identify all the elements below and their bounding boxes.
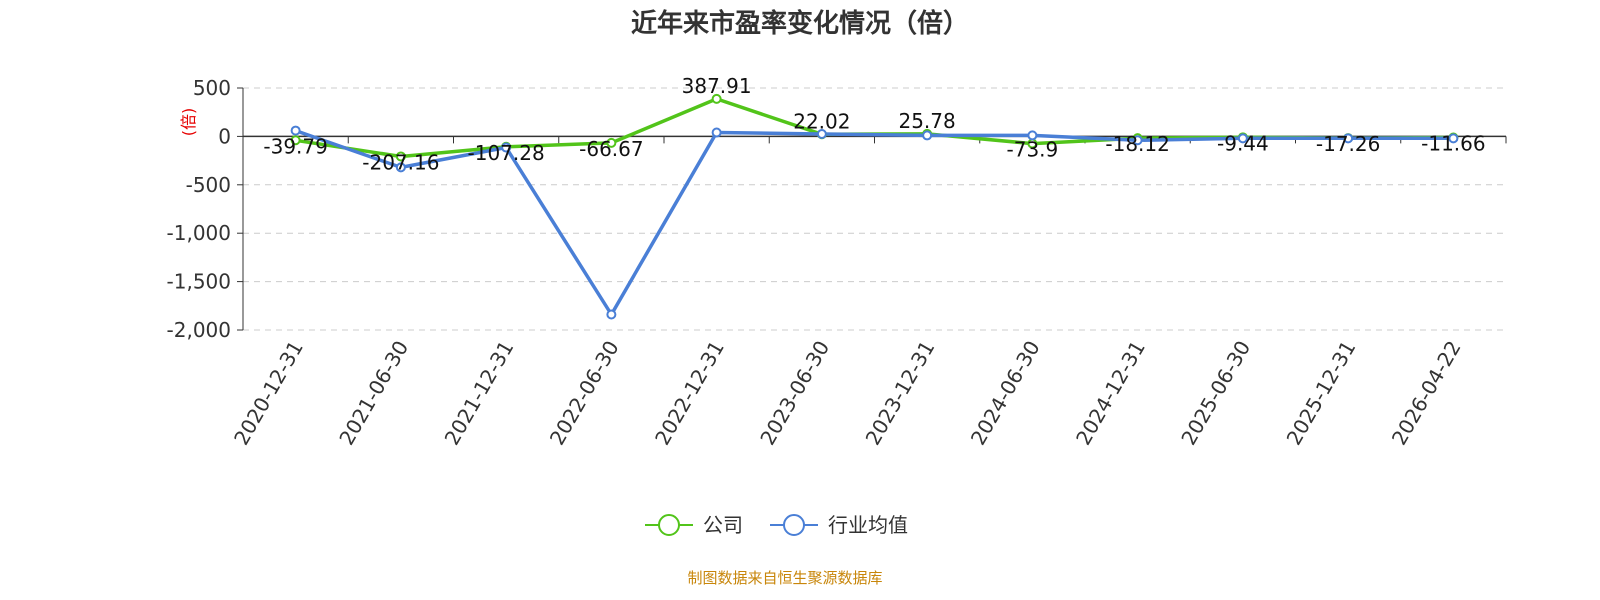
data-point-1 — [1027, 130, 1038, 141]
data-point-0 — [290, 135, 301, 146]
legend-label: 公司 — [703, 513, 743, 537]
data-point-1 — [606, 309, 617, 320]
series-points — [290, 93, 1459, 320]
x-tick-label: 2021-12-31 — [440, 337, 519, 450]
data-point-0 — [711, 93, 722, 104]
x-tick-label: 2023-06-30 — [755, 337, 834, 450]
data-point-1 — [922, 130, 933, 141]
y-axis-unit: (倍) — [179, 108, 198, 137]
x-tick-label: 2024-12-31 — [1071, 337, 1150, 450]
data-label: 25.78 — [898, 109, 955, 133]
data-point-1 — [290, 125, 301, 136]
x-tick-labels: 2020-12-31 2021-06-30 2021-12-31 2022-06-30… — [229, 337, 1466, 450]
axes — [237, 87, 1507, 331]
data-label: -9.44 — [1217, 131, 1269, 155]
x-tick-label: 2022-06-30 — [545, 337, 624, 450]
x-tick-label: 2020-12-31 — [229, 337, 308, 450]
data-point-1 — [711, 127, 722, 138]
x-tick-label: 2022-12-31 — [650, 337, 729, 450]
x-tick-label: 2025-12-31 — [1282, 337, 1361, 450]
data-point-1 — [1343, 133, 1354, 144]
data-label: 387.91 — [682, 74, 752, 98]
x-tick-label: 2023-12-31 — [861, 337, 940, 450]
x-tick-label: 2026-04-22 — [1387, 337, 1466, 450]
data-label: -39.79 — [263, 134, 327, 158]
source-note: 制图数据来自恒生聚源数据库 — [687, 569, 882, 587]
data-point-0 — [395, 151, 406, 162]
data-label: -11.66 — [1421, 132, 1485, 156]
data-label: -207.16 — [362, 150, 439, 174]
x-tick-label: 2021-06-30 — [334, 337, 413, 450]
x-tick-label: 2024-06-30 — [966, 337, 1045, 450]
series-line-1 — [295, 128, 1454, 317]
data-point-1 — [501, 142, 512, 153]
legend-marker — [783, 514, 805, 536]
y-tick-labels: 500 0 -500 -1,000 -1,500 -2,000 — [167, 76, 231, 342]
legend-marker — [658, 514, 680, 536]
legend[interactable]: 公司 行业均值 — [645, 513, 908, 537]
x-tick-label: 2025-06-30 — [1176, 337, 1255, 450]
legend-label: 行业均值 — [828, 513, 908, 537]
data-point-1 — [1132, 135, 1143, 146]
data-point-1 — [816, 128, 827, 139]
data-point-1 — [1448, 133, 1459, 144]
y-tick-label: -1,500 — [167, 270, 231, 294]
data-label: -73.9 — [1007, 138, 1059, 162]
y-tick-label: 0 — [218, 124, 231, 148]
series-lines — [295, 97, 1454, 317]
data-point-1 — [1237, 133, 1248, 144]
chart-title: 近年来市盈率变化情况（倍） — [631, 8, 969, 39]
data-label: 22.02 — [793, 109, 850, 133]
data-label: -18.12 — [1105, 132, 1169, 156]
y-tick-label: -1,000 — [167, 221, 231, 245]
grid-lines — [243, 87, 1506, 331]
data-label: -107.28 — [468, 141, 545, 165]
data-label: -17.26 — [1316, 132, 1380, 156]
y-tick-label: 500 — [193, 76, 231, 100]
y-tick-label: -500 — [186, 173, 231, 197]
data-labels: -39.79 -207.16 -107.28 -66.67 387.91 22.02 25.… — [263, 74, 1485, 175]
data-point-0 — [606, 137, 617, 148]
data-label: -66.67 — [579, 137, 643, 161]
data-point-1 — [395, 162, 406, 173]
y-tick-label: -2,000 — [167, 318, 231, 342]
